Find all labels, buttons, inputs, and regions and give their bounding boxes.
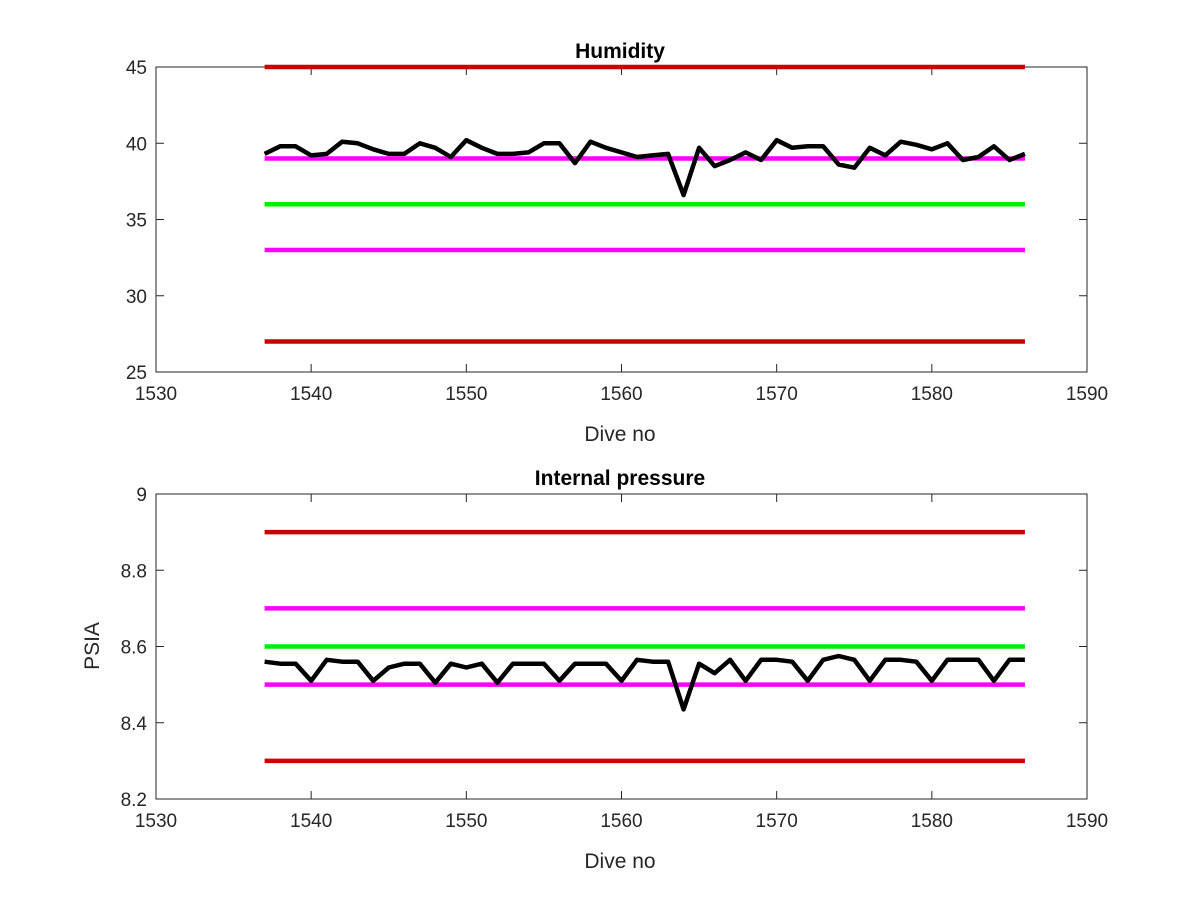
x-tick-label: 1560 [600,384,642,405]
pressure-xlabel: Dive no [584,850,655,873]
series-line [263,137,1026,198]
y-tick-label: 25 [126,363,147,384]
pressure-xtick-labels: 1530 1540 1550 1560 1570 1580 1590 [135,811,1108,832]
x-tick-label: 1590 [1066,384,1108,405]
x-tick-label: 1560 [600,811,642,832]
series-line [264,653,1025,712]
x-tick-label: 1540 [290,811,332,832]
x-tick-label: 1580 [911,811,953,832]
x-tick-label: 1540 [290,384,332,405]
y-tick-label: 40 [126,134,147,155]
humidity-series [263,137,1026,198]
y-tick-label: 9 [136,485,147,506]
y-tick-label: 8.6 [121,638,147,659]
y-tick-label: 45 [126,58,147,79]
pressure-tick-marks [155,493,1088,800]
humidity-reference-lines [264,64,1025,344]
humidity-xtick-labels: 1530 1540 1550 1560 1570 1580 1590 [135,384,1108,405]
pressure-ylabel: PSIA [81,622,104,670]
x-tick-label: 1580 [911,384,953,405]
pressure-ytick-labels: 8.2 8.4 8.6 8.8 9 [121,485,148,811]
x-tick-label: 1550 [445,811,487,832]
x-tick-label: 1570 [756,384,798,405]
humidity-ytick-labels: 25 30 35 40 45 [126,58,147,384]
y-tick-label: 8.2 [121,790,147,811]
pressure-plot: 1530 1540 1550 1560 1570 1580 1590 8.28.48.68.… [81,467,1108,873]
pressure-series [264,653,1025,712]
y-tick-label: 8.4 [121,714,148,735]
x-tick-label: 1570 [756,811,798,832]
pressure-title: Internal pressure [535,467,705,490]
humidity-axes-box [155,66,1088,373]
humidity-title: Humidity [575,40,665,63]
x-tick-label: 1530 [135,811,177,832]
x-tick-label: 1530 [135,384,177,405]
x-tick-label: 1550 [445,384,487,405]
humidity-xlabel: Dive no [584,423,655,446]
humidity-plot: 1530 1540 1550 1560 1570 1580 1590 2530354045 … [126,40,1108,446]
pressure-reference-lines [264,529,1025,764]
y-tick-label: 8.8 [121,561,147,582]
y-tick-label: 35 [126,211,147,232]
x-tick-label: 1590 [1066,811,1108,832]
y-tick-label: 30 [126,287,147,308]
